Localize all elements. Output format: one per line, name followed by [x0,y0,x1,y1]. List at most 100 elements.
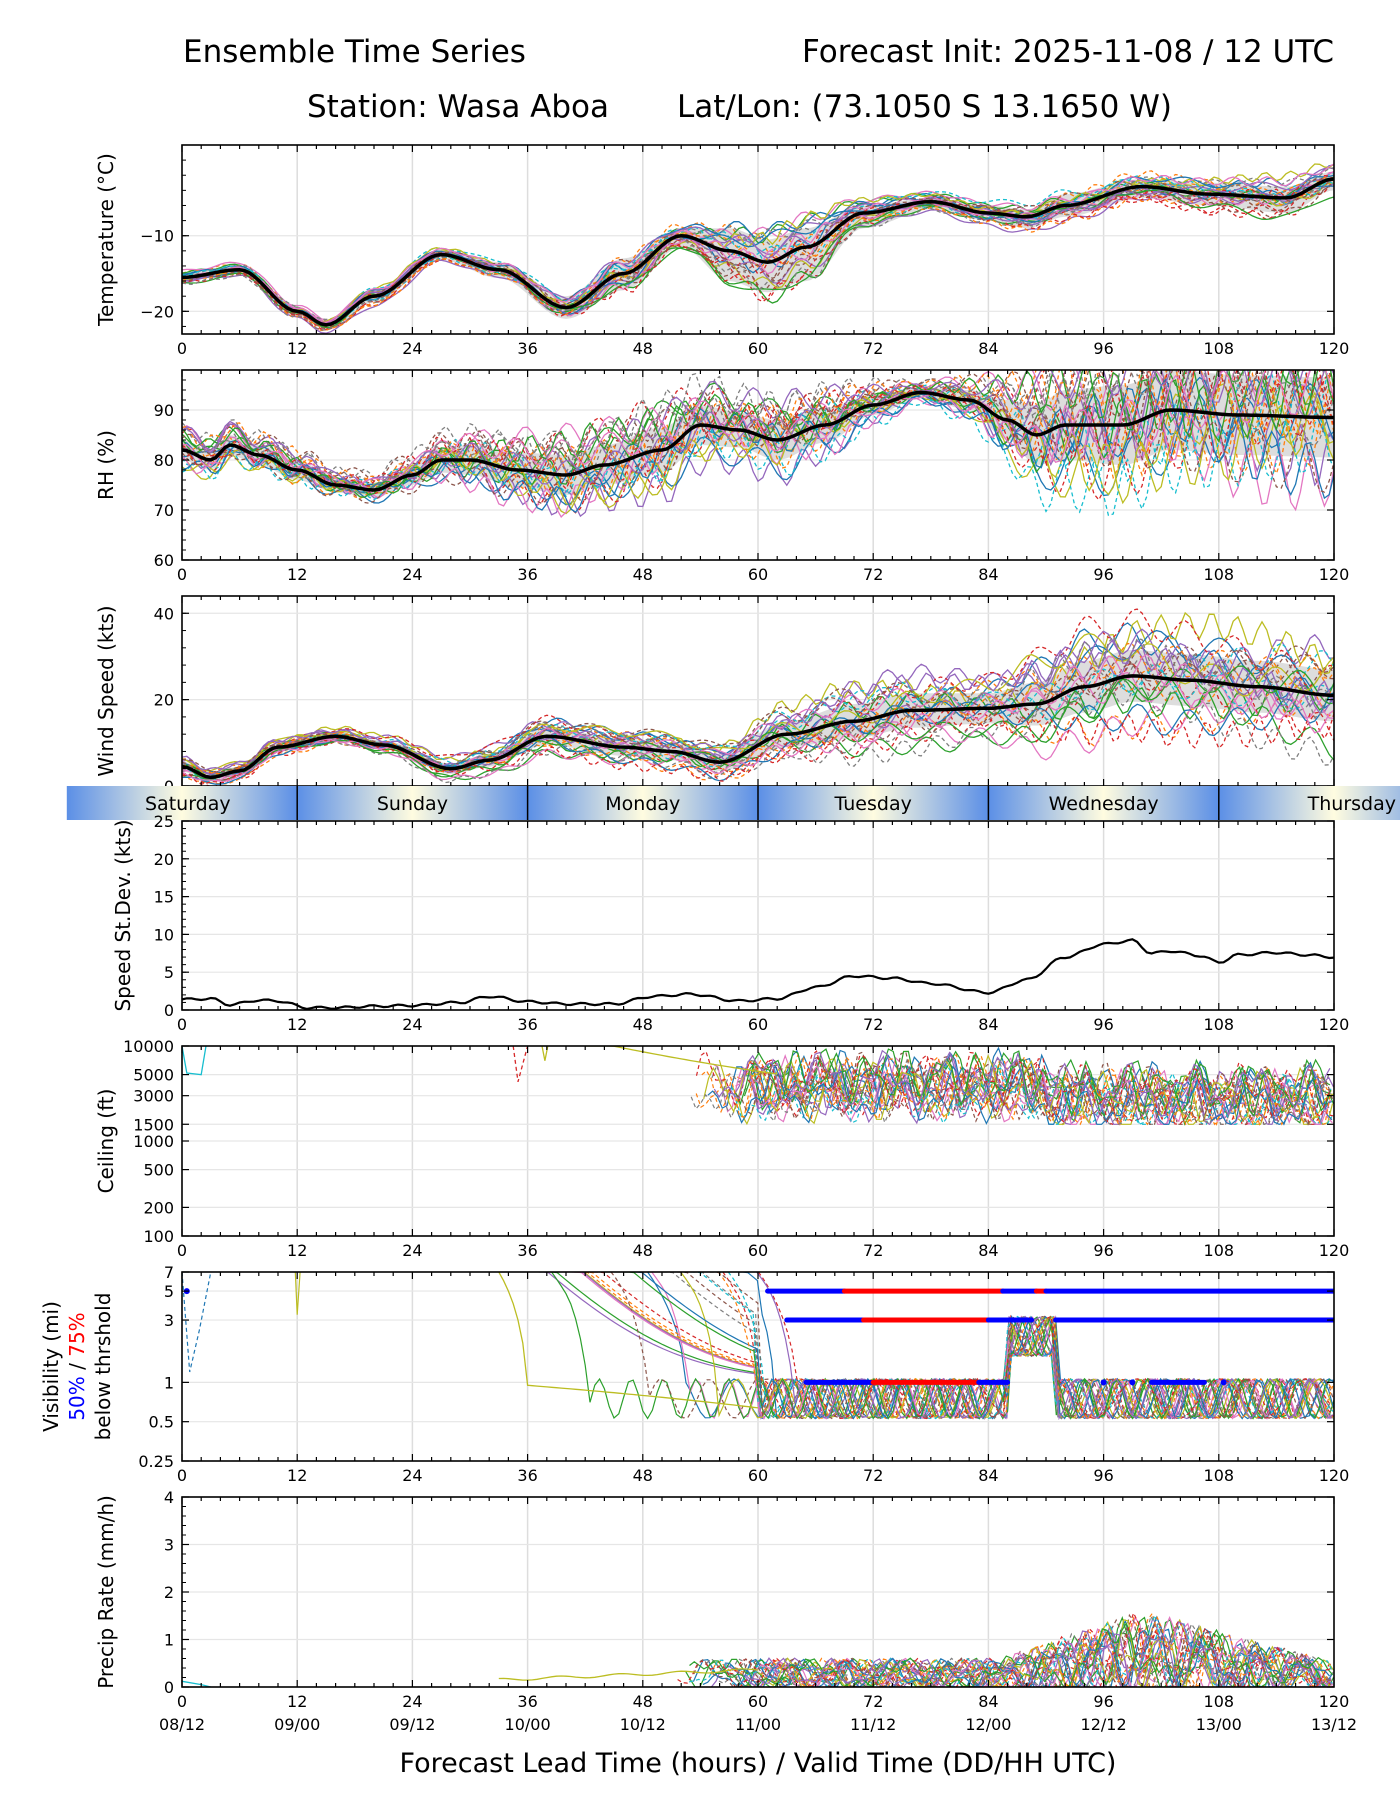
temperature-member-line [182,182,1334,331]
temperature-xtick-label: 48 [633,339,653,358]
ceiling-member-line [703,1065,1334,1126]
ceiling-member-line [512,1046,529,1082]
day-band-segment [297,786,528,820]
visibility-member-line [582,1272,1332,1420]
ceiling-xtick-label: 108 [1204,1241,1235,1260]
stdev-xtick-label: 120 [1319,1015,1350,1034]
temperature-member-line [182,177,1334,331]
rh-xtick-label: 72 [863,565,883,584]
wind-ylabel: Wind Speed (kts) [94,605,118,776]
visibility-ylabel: Visibility (mi) 50% / 75% below thrshold [39,1293,115,1441]
visibility-member-line [578,1272,1333,1420]
rh-xtick-label: 96 [1093,565,1113,584]
ceiling-ytick-label: 100 [143,1227,174,1246]
day-band-segment [758,786,989,820]
rh-member-line [182,370,1334,486]
ceiling-ytick-label: 1500 [133,1115,174,1134]
visibility-xtick-label: 72 [863,1466,883,1485]
precip-member-line [744,1633,1332,1687]
precip-member-line [741,1621,1333,1687]
day-band-segment [1218,786,1400,820]
visibility-xtick-label: 12 [287,1466,307,1485]
wind-member-line [182,638,1334,771]
precip-xtick-label: 72 [863,1692,883,1711]
visibility-xtick-label: 24 [402,1466,422,1485]
precip-ytick-label: 4 [164,1488,174,1507]
stdev-ylabel: Speed St.Dev. (kts) [111,819,135,1011]
ceiling-xtick-label: 72 [863,1241,883,1260]
precip-xtick-label: 96 [1093,1692,1113,1711]
visibility-xtick-label: 48 [633,1466,653,1485]
rh-member-line [182,370,1334,490]
ceiling-xtick-label: 84 [978,1241,998,1260]
temperature-member-line [182,167,1334,321]
chart-title: Ensemble Time Series [183,34,526,70]
rh-ytick-label: 80 [154,451,174,470]
stdev-xtick-label: 48 [633,1015,653,1034]
temperature-mean-line [182,177,1334,327]
wind-ytick-label: 40 [154,604,174,623]
valid-time-label: 12/12 [1081,1715,1127,1734]
temperature-xtick-label: 12 [287,339,307,358]
temperature-xtick-label: 84 [978,339,998,358]
precip-ytick-label: 3 [164,1536,174,1555]
x-axis-label: Forecast Lead Time (hours) / Valid Time … [400,1748,1117,1779]
ceiling-member-line [182,1046,207,1076]
precip-member-line [498,1668,759,1681]
wind-member-line [182,642,1334,782]
stdev-xtick-label: 108 [1204,1015,1235,1034]
visibility-member-line [594,1272,1334,1420]
visibility-xtick-label: 96 [1093,1466,1113,1485]
temperature-member-line [182,185,1334,325]
stdev-xtick-label: 60 [748,1015,768,1034]
rh-xtick-label: 84 [978,565,998,584]
wind-member-line [182,665,1334,781]
ceiling-member-line [718,1053,1334,1125]
ceiling-member-line [695,1050,1331,1121]
rh-xtick-label: 48 [633,565,653,584]
visibility-ylabel-sub: below thrshold [91,1293,115,1441]
wind-series-group [182,608,1334,786]
wind-member-line [182,661,1334,786]
ceiling-member-line [541,1046,549,1061]
valid-time-label: 08/12 [159,1715,205,1734]
wind-member-line [182,611,1334,777]
visibility-ylabel-main: Visibility (mi) [39,1301,63,1432]
rh-xtick-label: 60 [748,565,768,584]
visibility-member-line [182,1272,212,1373]
precip-xtick-label: 60 [748,1692,768,1711]
rh-member-line [182,377,1334,514]
wind-ytick-label: 20 [154,691,174,710]
temperature-member-line [182,178,1334,324]
visibility-ytick-label: 0.5 [149,1413,174,1432]
ceiling-xtick-label: 96 [1093,1241,1113,1260]
visibility-member-line [294,1272,301,1315]
visibility-ytick-label: 7 [164,1263,174,1282]
valid-time-label: 11/12 [850,1715,896,1734]
ceiling-member-line [736,1064,1333,1125]
precip-member-line [689,1621,1334,1687]
precip-member-line [758,1619,1331,1687]
visibility-threshold-dot [1100,1379,1107,1386]
rh-xtick-label: 120 [1319,565,1350,584]
station-label: Station: Wasa Aboa [307,89,610,125]
visibility-member-line [727,1272,1334,1420]
visibility-ytick-label: 0.25 [138,1452,174,1471]
precip-xtick-label: 0 [177,1692,187,1711]
wind-member-line [182,653,1334,782]
visibility-xtick-label: 84 [978,1466,998,1485]
rh-member-line [182,370,1334,496]
forecast-init-label: Forecast Init: 2025-11-08 / 12 UTC [802,34,1334,70]
temperature-series-group [182,163,1334,334]
wind-member-line [182,676,1334,782]
precip-series-group [182,1611,1334,1687]
stdev-ytick-label: 15 [154,888,174,907]
prob50-label: 50% [65,1376,89,1420]
rh-member-line [182,370,1329,494]
temperature-xtick-label: 108 [1204,339,1235,358]
temperature-ylabel: Temperature (°C) [94,153,118,327]
rh-xtick-label: 12 [287,565,307,584]
stdev-xtick-label: 36 [517,1015,537,1034]
temperature-xtick-label: 36 [517,339,537,358]
